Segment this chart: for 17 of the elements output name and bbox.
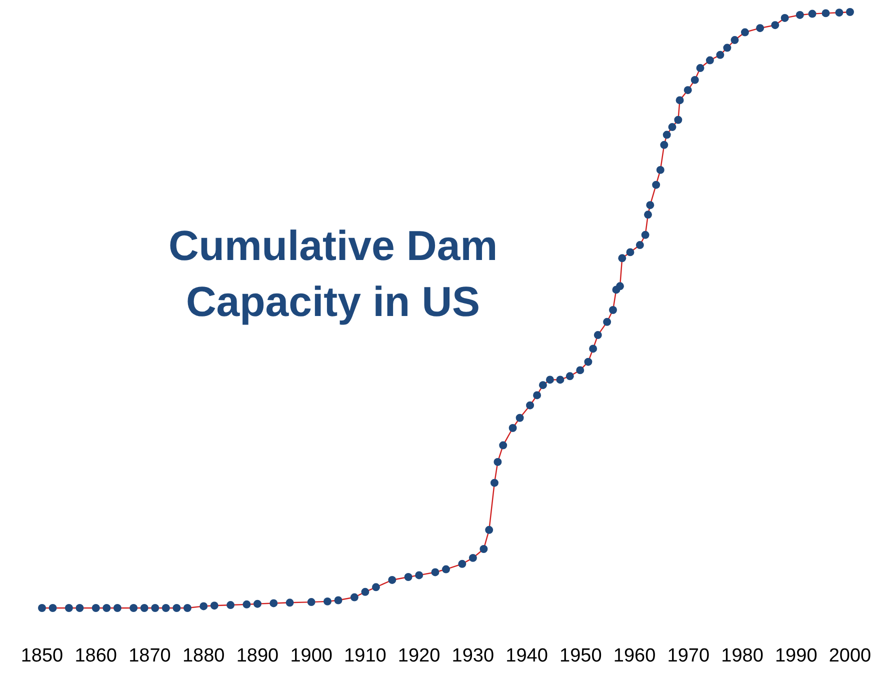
x-tick-label: 1880 (182, 645, 225, 666)
x-tick-label: 1950 (560, 645, 602, 666)
x-tick-label: 1910 (344, 645, 386, 666)
text: Cumulative Dam Capacity in US (168, 222, 498, 325)
x-tick-label: 1890 (236, 645, 279, 666)
x-tick-label: 1990 (774, 645, 818, 666)
x-tick-label: 1860 (74, 645, 118, 666)
x-tick-label: 1870 (128, 645, 171, 666)
x-tick-label: 1940 (506, 645, 548, 666)
x-tick-label: 1960 (613, 645, 656, 666)
x-tick-label: 1970 (667, 645, 710, 666)
x-tick-label: 1850 (20, 645, 64, 666)
x-tick-label: 1900 (290, 645, 332, 666)
x-tick-label: 1980 (721, 645, 764, 666)
x-tick-label: 1920 (398, 645, 440, 666)
x-tick-label: 1930 (452, 645, 494, 666)
x-tick-label: 2000 (828, 645, 872, 666)
